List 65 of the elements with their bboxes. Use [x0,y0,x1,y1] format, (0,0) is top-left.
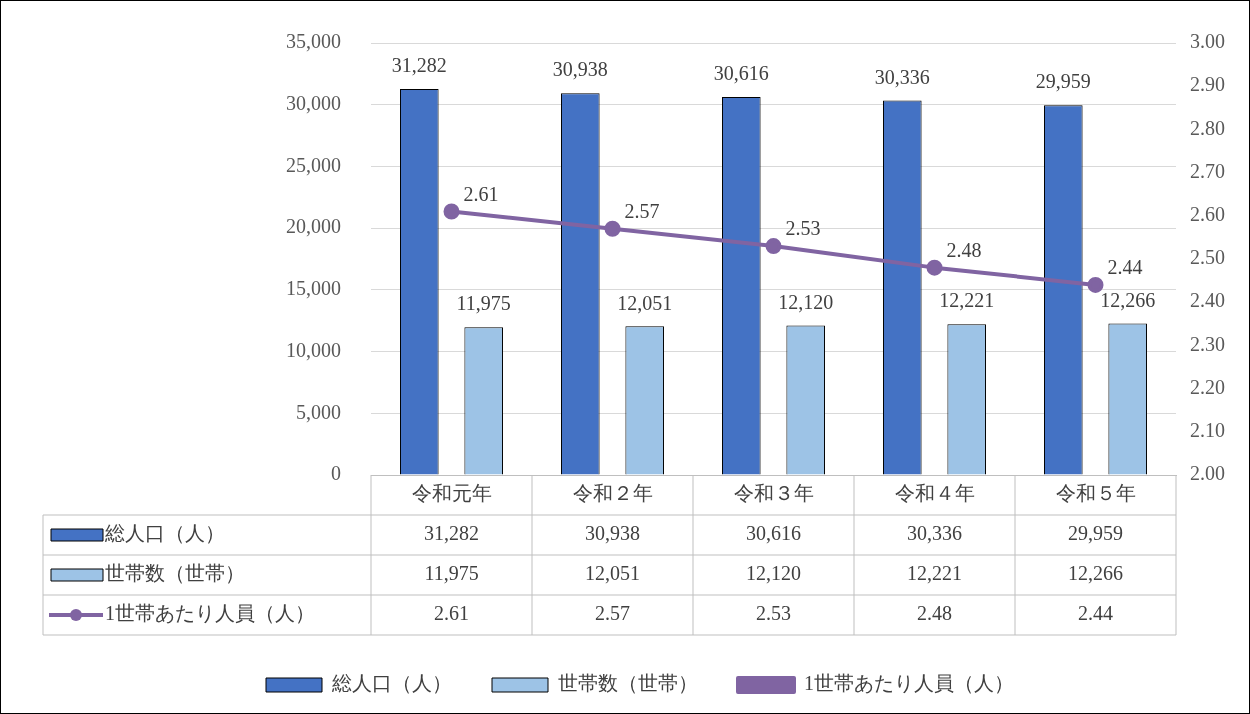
y-tick-label: 35,000 [286,30,341,53]
data-label: 2.57 [595,602,630,625]
data-label: 12,266 [1068,562,1123,585]
data-label: 2.48 [917,602,952,625]
y-tick-label: 30,000 [286,91,341,114]
text: 世帯数（世帯） [105,562,245,585]
point [926,259,943,276]
data-label: 2.61 [434,602,469,625]
text: 2.61 [463,182,499,205]
text: 30,938 [552,58,608,81]
point [443,203,460,220]
x-tick-label: 令和３年 [733,482,814,505]
legend-label: 総人口（人） [104,522,225,545]
y2-tick-label: 2.50 [1190,246,1225,269]
data-label: 30,336 [907,522,962,545]
y2-tick-label: 2.30 [1190,332,1225,355]
text: 29,959 [1035,70,1091,93]
x-tick-label: 令和４年 [894,482,975,505]
y-tick-label: 10,000 [286,338,341,361]
text: 12,266 [1100,288,1156,311]
data-label: 31,282 [424,522,479,545]
text: 2.44 [1107,256,1143,279]
text: 12,120 [778,290,834,313]
y2-tick-label: 2.90 [1190,73,1225,96]
text: 2.57 [624,200,660,223]
legend-label: 1世帯あたり人員（人） [105,602,315,625]
y2-tick-label: 2.20 [1190,375,1225,398]
text: 31,282 [391,54,447,77]
y-tick-label: 15,000 [286,277,341,300]
legend-label: 世帯数（世帯） [558,672,698,695]
text: 30,616 [713,62,769,85]
x-tick-label: 令和元年 [411,482,492,505]
y-tick-label: 5,000 [296,400,341,423]
data-label: 30,616 [746,522,801,545]
text: 30,336 [874,65,930,88]
y2-tick-label: 2.00 [1190,462,1225,485]
text: 2.53 [785,217,821,240]
text: 総人口（人） [332,672,452,695]
x-tick-label: 令和２年 [572,482,653,505]
data-label: 11,975 [424,562,479,585]
text: 1世帯あたり人員（人） [804,672,1014,695]
data-label: 30,938 [585,522,640,545]
point [1087,276,1104,293]
text: 2.48 [946,238,982,261]
point [765,238,782,255]
data-label: 12,051 [585,562,640,585]
text: 12,221 [939,289,995,312]
data-label: 2.44 [1078,602,1113,625]
point [604,220,621,237]
y-tick-label: 0 [331,462,341,485]
data-label: 2.53 [756,602,791,625]
text: 12,051 [617,291,673,314]
y-tick-label: 20,000 [286,215,341,238]
y2-tick-label: 2.60 [1190,203,1225,226]
y2-tick-label: 2.80 [1190,116,1225,139]
y2-tick-label: 3.00 [1190,30,1225,53]
y-tick-label: 25,000 [286,153,341,176]
data-label: 29,959 [1068,522,1123,545]
data-label: 12,120 [746,562,801,585]
y2-tick-label: 2.70 [1190,159,1225,182]
y2-tick-label: 2.10 [1190,419,1225,442]
data-label: 12,221 [907,562,962,585]
y2-tick-label: 2.40 [1190,289,1225,312]
x-tick-label: 令和５年 [1055,482,1136,505]
text: 11,975 [456,292,511,315]
